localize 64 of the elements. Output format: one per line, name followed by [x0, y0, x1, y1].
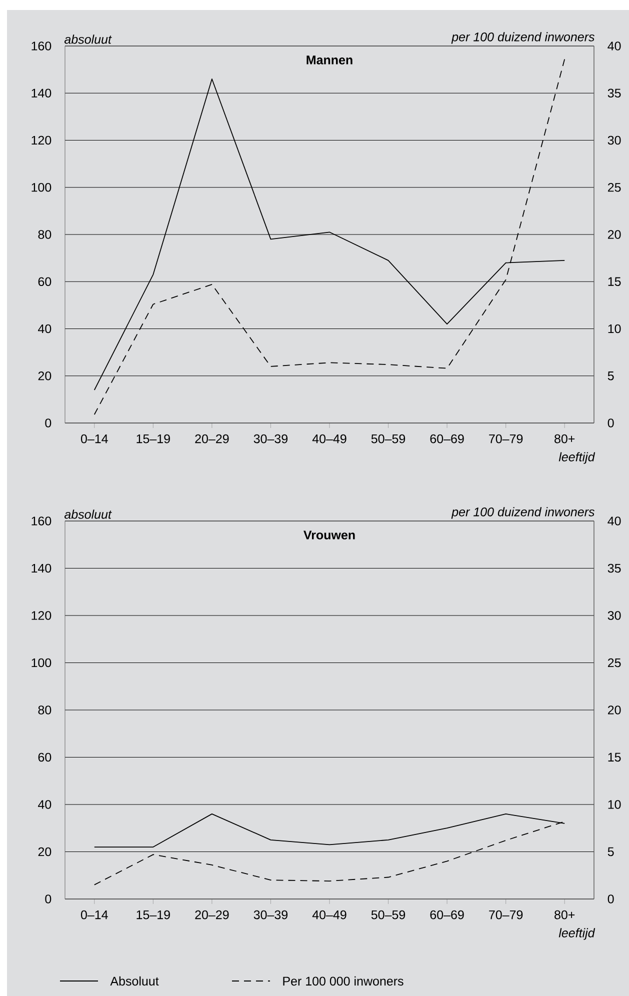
y-tick-label: 100 — [32, 182, 52, 192]
y2-tick-label: 30 — [608, 136, 621, 145]
x-tick-label: 20–29 — [195, 434, 229, 444]
y-axis-title: absoluut — [64, 34, 112, 44]
y-tick-label: 0 — [45, 894, 52, 904]
y-tick-label: 40 — [38, 800, 52, 809]
x-tick-label: 80+ — [554, 434, 575, 444]
x-tick-label: 70–79 — [489, 910, 523, 920]
y2-tick-label: 30 — [608, 611, 621, 620]
x-tick-label: 15–19 — [136, 434, 170, 444]
y2-tick-label: 15 — [608, 277, 621, 286]
y-tick-label: 140 — [32, 88, 52, 98]
x-tick-label: 60–69 — [430, 910, 464, 920]
text: Vrouwen — [304, 530, 355, 540]
text: Mannen — [306, 56, 352, 64]
x-tick-label: 70–79 — [489, 434, 523, 444]
y-tick-label: 140 — [32, 564, 52, 573]
y-tick-label: 0 — [45, 418, 52, 428]
y2-tick-label: 35 — [608, 564, 621, 573]
x-tick-label: 50–59 — [371, 910, 406, 920]
y2-tick-label: 0 — [608, 418, 614, 428]
y-tick-label: 20 — [38, 371, 52, 380]
y2-tick-label: 35 — [608, 88, 621, 98]
y2-tick-label: 25 — [608, 658, 621, 668]
x-axis-title: leeftijd — [558, 452, 596, 464]
y2-tick-label: 5 — [608, 847, 614, 856]
y-tick-label: 80 — [38, 230, 52, 239]
x-tick-label: 80+ — [554, 910, 575, 920]
y2-tick-label: 25 — [608, 182, 621, 192]
y-tick-label: 20 — [38, 847, 52, 856]
y-tick-label: 40 — [38, 324, 52, 334]
x-tick-label: 30–39 — [254, 434, 288, 444]
y2-tick-label: 40 — [608, 42, 621, 50]
x-axis-title: leeftijd — [558, 928, 596, 940]
y-tick-label: 160 — [32, 516, 52, 526]
x-tick-label: 30–39 — [254, 910, 288, 920]
y-axis-title: absoluut — [64, 510, 112, 519]
y2-axis-title: per 100 duizend inwoners — [451, 32, 594, 44]
y-tick-label: 120 — [32, 136, 52, 145]
x-tick-label: 40–49 — [312, 910, 346, 920]
x-tick-label: 50–59 — [371, 434, 406, 444]
x-tick-label: 20–29 — [195, 910, 229, 920]
y2-tick-label: 20 — [608, 230, 621, 239]
y2-tick-label: 20 — [608, 706, 621, 714]
y2-tick-label: 5 — [608, 372, 614, 380]
y-tick-label: 60 — [38, 277, 52, 286]
y-tick-label: 160 — [32, 42, 52, 50]
x-tick-label: 40–49 — [312, 434, 346, 444]
x-tick-label: 0–14 — [80, 434, 108, 444]
legend-label: Per 100 000 inwoners — [283, 976, 404, 986]
y2-tick-label: 10 — [608, 324, 621, 334]
y-tick-label: 100 — [32, 658, 52, 668]
y2-tick-label: 10 — [608, 800, 621, 809]
y-tick-label: 80 — [38, 706, 52, 714]
y2-tick-label: 0 — [608, 894, 614, 904]
y-tick-label: 120 — [32, 611, 52, 620]
y2-tick-label: 40 — [608, 516, 621, 526]
x-tick-label: 0–14 — [80, 910, 108, 920]
y2-axis-title: per 100 duizend inwoners — [451, 507, 594, 519]
x-tick-label: 15–19 — [136, 910, 170, 920]
x-tick-label: 60–69 — [430, 434, 464, 444]
y-tick-label: 60 — [38, 752, 52, 762]
y2-tick-label: 15 — [608, 752, 621, 762]
legend-label: Absoluut — [110, 976, 159, 986]
